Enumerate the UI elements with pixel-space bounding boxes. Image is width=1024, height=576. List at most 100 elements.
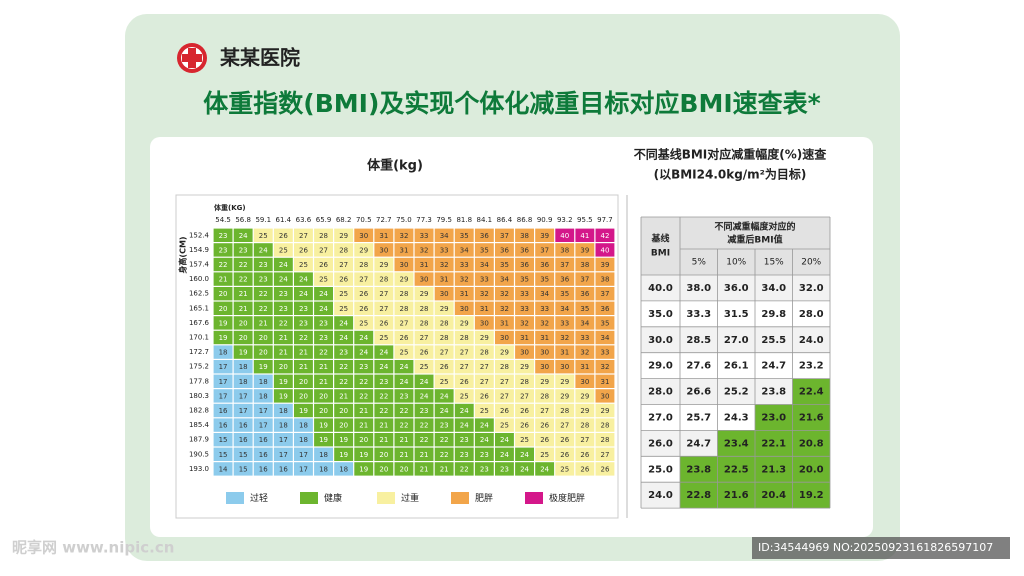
bmi-cell — [253, 403, 273, 418]
bmi-cell — [273, 360, 293, 374]
bmi-value: 28 — [440, 319, 449, 327]
bmi-value: 22 — [359, 378, 368, 386]
bmi-value: 22 — [259, 305, 268, 313]
bmi-cell — [253, 287, 273, 301]
bmi-cell — [374, 272, 394, 286]
bmi-value: 29 — [500, 349, 509, 357]
bmi-cell — [595, 433, 615, 447]
bmi-cell — [233, 462, 253, 476]
bmi-cell — [273, 433, 293, 447]
bmi-value: 19 — [239, 349, 248, 357]
bmi-cell — [273, 287, 293, 301]
bmi-cell — [334, 447, 354, 461]
bmi-cell — [474, 447, 494, 461]
bmi-value: 17 — [299, 451, 308, 459]
bmi-cell — [595, 418, 615, 432]
bmi-value: 23 — [359, 363, 368, 371]
bmi-value: 36 — [600, 305, 609, 313]
bmi-cell — [334, 330, 354, 345]
legend-label: 肥胖 — [475, 493, 493, 504]
baseline: 28.0 — [648, 387, 673, 398]
bmi-cell — [394, 389, 414, 403]
bmi-value: 30 — [440, 290, 449, 298]
left-title: 体重(kg) — [367, 158, 423, 174]
bmi-value: 24 — [379, 349, 388, 357]
bmi-value: 20 — [239, 334, 248, 342]
bmi-value: 33 — [520, 290, 529, 298]
bmi-cell — [474, 228, 494, 242]
target-cell — [755, 404, 793, 431]
reduced-bmi: 38.0 — [686, 283, 711, 294]
bmi-cell — [454, 433, 474, 447]
weight-header: 81.8 — [456, 216, 472, 224]
bmi-cell — [414, 403, 434, 418]
bmi-cell — [394, 330, 414, 345]
bmi-value: 26 — [440, 363, 449, 371]
row-bg — [641, 300, 830, 327]
bmi-value: 22 — [259, 290, 268, 298]
bmi-cell — [495, 389, 514, 403]
height-label: 187.9 — [189, 436, 209, 444]
bmi-cell — [294, 345, 313, 359]
bmi-cell — [394, 316, 414, 330]
reduced-bmi: 34.0 — [761, 283, 786, 294]
bmi-value: 24 — [460, 407, 469, 415]
reduced-bmi: 33.3 — [686, 309, 711, 320]
bmi-value: 24 — [379, 363, 388, 371]
bmi-value: 27 — [600, 451, 609, 459]
bmi-cell — [555, 360, 575, 374]
height-label: 172.7 — [189, 348, 209, 356]
bmi-cell — [314, 418, 333, 432]
height-label: 152.4 — [189, 231, 210, 239]
bmi-value: 30 — [560, 363, 569, 371]
percent-header: 15% — [764, 258, 784, 268]
bmi-value: 24 — [440, 392, 449, 400]
bmi-cell — [474, 433, 494, 447]
bmi-cell — [474, 462, 494, 476]
bmi-cell — [334, 433, 354, 447]
bmi-cell — [253, 345, 273, 359]
reduced-bmi: 24.3 — [724, 412, 749, 423]
bmi-cell — [454, 462, 474, 476]
bmi-cell — [434, 447, 454, 461]
bmi-value: 31 — [540, 334, 549, 342]
bmi-value: 20 — [219, 290, 228, 298]
bmi-cell — [334, 301, 354, 315]
bmi-value: 33 — [580, 334, 589, 342]
bmi-value: 33 — [520, 305, 529, 313]
bmi-cell — [354, 389, 374, 403]
bmi-value: 35 — [500, 261, 509, 269]
bmi-cell — [434, 228, 454, 242]
bmi-value: 19 — [339, 451, 348, 459]
bmi-cell — [233, 330, 253, 345]
bmi-cell — [233, 228, 253, 242]
reduced-bmi: 23.4 — [724, 438, 749, 449]
reduced-bmi: 22.8 — [686, 490, 711, 501]
bmi-value: 23 — [480, 465, 489, 473]
bmi-value: 34 — [480, 261, 489, 269]
bmi-cell — [595, 257, 615, 272]
bmi-cell — [233, 287, 253, 301]
weight-header: 86.4 — [497, 216, 513, 224]
bmi-value: 19 — [339, 436, 348, 444]
bmi-value: 42 — [600, 232, 609, 240]
bmi-cell — [535, 243, 555, 257]
bmi-value: 21 — [259, 319, 268, 327]
bmi-cell — [434, 272, 454, 286]
weight-label: 体重(KG) — [214, 203, 246, 212]
bmi-cell — [414, 287, 434, 301]
bmi-cell — [555, 447, 575, 461]
bmi-value: 35 — [520, 276, 529, 284]
bmi-cell — [414, 418, 434, 432]
bmi-value: 24 — [480, 436, 489, 444]
bmi-cell — [555, 287, 575, 301]
bmi-value: 31 — [480, 305, 489, 313]
reduced-bmi: 23.8 — [761, 387, 786, 398]
bmi-cell — [213, 301, 233, 315]
bmi-value: 28 — [600, 422, 609, 430]
bmi-value: 16 — [219, 422, 228, 430]
row-bg — [641, 275, 830, 301]
bmi-value: 22 — [319, 349, 328, 357]
bmi-cell — [294, 243, 313, 257]
bmi-value: 21 — [359, 422, 368, 430]
